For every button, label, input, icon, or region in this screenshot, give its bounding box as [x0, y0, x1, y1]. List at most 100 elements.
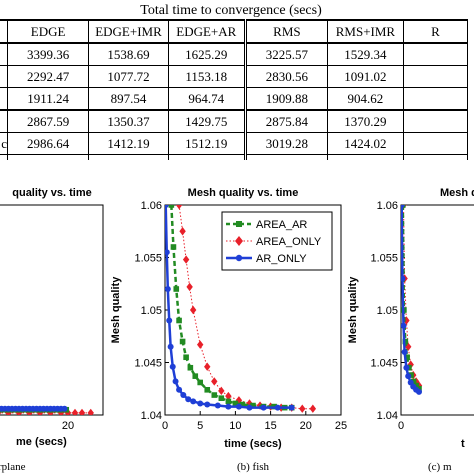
table-row: 2867.59 1350.37 1429.75 2875.84 1370.29 — [0, 109, 469, 133]
row-stub — [0, 65, 9, 88]
data-point-ar-only — [204, 401, 211, 408]
plot-b-xlabel: time (secs) — [224, 438, 282, 450]
series-group — [401, 205, 423, 395]
table-cell: 1529.34 — [326, 42, 404, 66]
row-stub — [0, 87, 9, 111]
plot-a-caption: rplane — [0, 461, 26, 473]
data-point-ar-only — [166, 317, 173, 324]
table-cell: 1429.75 — [167, 109, 246, 133]
data-point-ar-only — [167, 343, 174, 350]
header-edge: EDGE — [7, 19, 90, 44]
y-tick-label: 1.06 — [377, 200, 398, 212]
y-tick-label: 1.06 — [141, 200, 162, 212]
header-edge-ar: EDGE+AR — [167, 19, 246, 44]
header-stub — [0, 19, 9, 44]
plot-c: Mesh q 1.04 1.045 1.05 1.055 1.06 0 Mesh qua… — [347, 187, 474, 473]
y-tick-label: 1.05 — [377, 305, 398, 317]
y-tick-label: 1.055 — [370, 253, 398, 265]
data-point-ar-only — [165, 249, 170, 256]
table-header-row: EDGE EDGE+IMR EDGE+AR RMS RMS+IMR R — [0, 19, 469, 44]
legend-area-ar-marker — [236, 221, 242, 227]
table-cell — [402, 132, 469, 155]
table-row: 1911.24 897.54 964.74 1909.88 904.62 — [0, 87, 469, 111]
plot-a-xlabel: me (secs) — [16, 436, 67, 448]
plot-b-legend: AREA_AR AREA_ONLY AR_ONLY — [221, 211, 333, 271]
data-point-area-ar — [225, 398, 232, 405]
x-tick-label: 10 — [229, 420, 241, 432]
data-point-area-ar — [404, 354, 410, 361]
table-cell: 1370.29 — [326, 109, 404, 133]
data-point-area-ar — [413, 382, 419, 389]
data-point-area-only — [405, 342, 412, 351]
table-row: 3399.36 1538.69 1625.29 3225.57 1529.34 — [0, 42, 469, 66]
y-tick-label: 1.045 — [134, 358, 162, 370]
data-point-area-ar — [187, 364, 194, 371]
row-stub: c — [0, 132, 9, 155]
legend-ar-only-marker — [235, 254, 243, 262]
plots-figure: quality vs. time 20 me (secs) rplane Mes… — [0, 187, 474, 473]
legend-area-only-marker — [235, 236, 243, 246]
x-tick-label: 25 — [335, 420, 347, 432]
data-point-ar-only — [180, 392, 187, 399]
table-cell: 3019.28 — [243, 132, 328, 155]
x-tick-label: 20 — [62, 420, 74, 432]
plot-b-title: Mesh quality vs. time — [188, 187, 299, 199]
data-point-ar-only — [401, 322, 407, 329]
x-tick-label: 0 — [398, 420, 404, 432]
plot-c-xlabel: t — [461, 438, 465, 450]
data-point-area-only — [71, 408, 79, 415]
data-point-ar-only — [225, 403, 232, 410]
table-cell: 3399.36 — [7, 42, 90, 66]
table-cell — [402, 87, 469, 111]
data-point-area-ar — [168, 205, 175, 208]
results-table: Total time to convergence (secs) EDGE ED… — [0, 2, 469, 160]
data-point-ar-only — [165, 205, 169, 208]
data-point-area-only — [186, 282, 193, 292]
data-point-area-ar — [218, 395, 225, 401]
table-cell: 1799.52 — [7, 154, 90, 160]
data-point-ar-only — [274, 404, 281, 411]
data-point-ar-only — [288, 404, 295, 411]
data-point-ar-only — [214, 402, 221, 409]
table-cell: 831.96 — [326, 154, 404, 160]
data-point-area-only — [182, 255, 190, 264]
data-point-ar-only — [185, 396, 192, 403]
data-point-area-ar — [239, 401, 246, 408]
data-point-area-ar — [183, 354, 189, 361]
table-caption: Total time to convergence (secs) — [0, 2, 468, 21]
data-point-area-only — [218, 386, 225, 396]
table-cell — [402, 154, 469, 160]
data-point-area-ar — [192, 373, 199, 379]
legend-ar-only-label: AR_ONLY — [256, 253, 307, 265]
plot-b-caption: (b) fish — [237, 461, 270, 473]
x-tick-label: 20 — [300, 420, 312, 432]
table-cell: 2830.56 — [243, 65, 328, 88]
table-cell: 1091.02 — [326, 65, 404, 88]
plot-c-yticks: 1.04 1.045 1.05 1.055 1.06 — [370, 200, 405, 422]
plot-b-yticks: 1.04 1.045 1.05 1.055 1.06 — [134, 200, 169, 422]
data-point-area-only — [179, 227, 186, 236]
table-cell: 2867.59 — [7, 109, 90, 133]
series-group — [0, 405, 94, 415]
plot-b-ylabel: Mesh quality — [110, 276, 122, 344]
table-cell: 2986.64 — [7, 132, 90, 155]
table-row: 1799.52840.54898.551800.32831.96 — [0, 154, 469, 160]
data-point-ar-only — [172, 378, 179, 385]
data-point-area-only — [87, 408, 94, 415]
plot-c-series — [401, 205, 423, 395]
header-r: R — [402, 19, 469, 44]
data-point-ar-only — [401, 205, 405, 208]
table-row: c 2986.64 1412.19 1512.19 3019.28 1424.02 — [0, 132, 469, 155]
data-point-area-only — [78, 408, 86, 415]
data-point-area-ar — [416, 385, 422, 392]
data-point-area-only — [225, 391, 232, 401]
table-cell: 897.54 — [88, 87, 169, 111]
table-cell: 904.62 — [326, 87, 404, 111]
legend-area-ar-label: AREA_AR — [256, 219, 307, 231]
table-cell: 2875.84 — [243, 109, 328, 133]
header-edge-imr: EDGE+IMR — [88, 19, 169, 44]
data-point-area-only — [175, 205, 183, 210]
data-point-area-only — [204, 362, 211, 371]
table-cell: 964.74 — [167, 87, 246, 111]
data-point-area-ar — [211, 392, 218, 398]
